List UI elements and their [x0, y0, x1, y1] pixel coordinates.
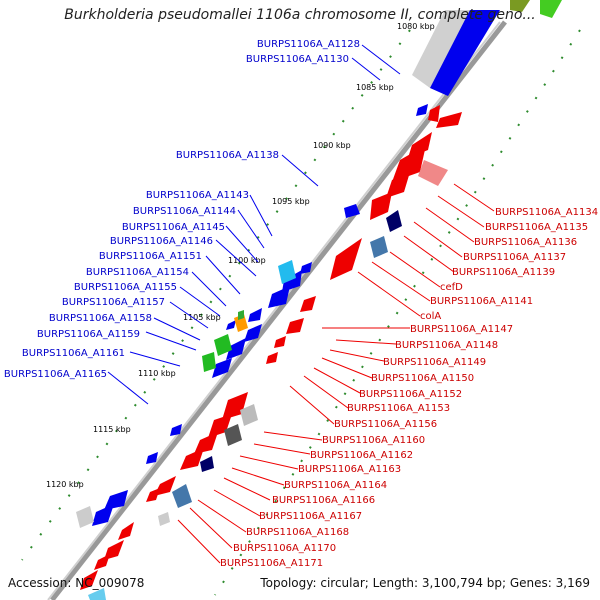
- gene-label[interactable]: BURPS1106A_A1167: [259, 511, 362, 522]
- gene-label[interactable]: BURPS1106A_A1155: [74, 282, 177, 293]
- gene-label[interactable]: BURPS1106A_A1161: [22, 348, 125, 359]
- gene-label[interactable]: BURPS1106A_A1159: [37, 329, 140, 340]
- tick-label: 1095 kbp: [272, 197, 310, 206]
- gene-label[interactable]: BURPS1106A_A1156: [334, 419, 437, 430]
- summary-label: Topology: circular; Length: 3,100,794 bp…: [260, 576, 590, 590]
- tick-label: 1085 kbp: [356, 83, 394, 92]
- gene-label[interactable]: BURPS1106A_A1150: [371, 373, 474, 384]
- olive-feature: [510, 0, 530, 12]
- top-feature-bands: [412, 0, 562, 96]
- gene-label[interactable]: BURPS1106A_A1147: [410, 324, 513, 335]
- green-feature: [214, 334, 232, 356]
- tick-label: 1105 kbp: [183, 313, 221, 322]
- blue-gene-labels: BURPS1106A_A1128 BURPS1106A_A1130 BURPS1…: [4, 39, 360, 380]
- gene-label[interactable]: cefD: [440, 282, 463, 293]
- green-small-feature: [238, 310, 244, 320]
- tick-label: 1080 kbp: [397, 22, 435, 31]
- gene-label[interactable]: BURPS1106A_A1135: [485, 222, 588, 233]
- gene-label[interactable]: BURPS1106A_A1130: [246, 54, 349, 65]
- gene-label[interactable]: BURPS1106A_A1146: [110, 236, 213, 247]
- navy-feature: [386, 210, 402, 232]
- cyan-feature: [278, 260, 296, 284]
- gene-label[interactable]: BURPS1106A_A1158: [49, 313, 152, 324]
- green-feature-2: [202, 352, 216, 372]
- tick-labels: 1080 kbp 1085 kbp 1090 kbp 1095 kbp 1100…: [46, 22, 435, 489]
- gene-label[interactable]: BURPS1106A_A1164: [284, 480, 387, 491]
- map-title: Burkholderia pseudomallei 1106a chromoso…: [64, 7, 536, 23]
- gene-label[interactable]: BURPS1106A_A1162: [310, 450, 413, 461]
- lightgray-feature: [158, 512, 170, 526]
- gene-label[interactable]: BURPS1106A_A1148: [395, 340, 498, 351]
- tick-label: 1115 kbp: [93, 425, 131, 434]
- blue-leader-lines: [107, 44, 401, 405]
- gene-label[interactable]: colA: [420, 311, 441, 322]
- gene-label[interactable]: BURPS1106A_A1152: [359, 389, 462, 400]
- orange-feature: [234, 314, 248, 332]
- gene-label[interactable]: BURPS1106A_A1139: [452, 267, 555, 278]
- accession-label: Accession: NC_009078: [8, 576, 145, 590]
- red-leader-lines: [177, 183, 495, 564]
- gene-label[interactable]: BURPS1106A_A1171: [220, 558, 323, 569]
- gene-label[interactable]: BURPS1106A_A1138: [176, 150, 279, 161]
- gene-label[interactable]: BURPS1106A_A1163: [298, 464, 401, 475]
- gene-label[interactable]: BURPS1106A_A1145: [122, 222, 225, 233]
- green-feature: [540, 0, 562, 18]
- gene-label[interactable]: BURPS1106A_A1151: [99, 251, 202, 262]
- inner-tick-track: [214, 29, 581, 596]
- gene-label[interactable]: BURPS1106A_A1170: [233, 543, 336, 554]
- gene-label[interactable]: BURPS1106A_A1141: [430, 296, 533, 307]
- steelblue-feature-2: [172, 484, 192, 508]
- gene-label[interactable]: BURPS1106A_A1128: [257, 39, 360, 50]
- red-gene-labels: BURPS1106A_A1134 BURPS1106A_A1135 BURPS1…: [220, 207, 598, 569]
- navy-feature-2: [200, 456, 214, 472]
- gene-label[interactable]: BURPS1106A_A1144: [133, 206, 236, 217]
- gene-label[interactable]: BURPS1106A_A1165: [4, 369, 107, 380]
- gene-label[interactable]: BURPS1106A_A1166: [272, 495, 375, 506]
- cyan-feature-2: [88, 588, 106, 600]
- gene-label[interactable]: BURPS1106A_A1157: [62, 297, 165, 308]
- gene-label[interactable]: BURPS1106A_A1137: [463, 252, 566, 263]
- gene-label[interactable]: BURPS1106A_A1168: [246, 527, 349, 538]
- gene-label[interactable]: BURPS1106A_A1134: [495, 207, 598, 218]
- special-features: [76, 210, 402, 600]
- steelblue-feature: [370, 236, 388, 258]
- tick-label: 1090 kbp: [313, 141, 351, 150]
- gene-label[interactable]: BURPS1106A_A1153: [347, 403, 450, 414]
- lightgray-feature-2: [76, 506, 94, 528]
- gene-label[interactable]: BURPS1106A_A1160: [322, 435, 425, 446]
- tick-label: 1120 kbp: [46, 480, 84, 489]
- blue-feature-band: [430, 10, 500, 96]
- darkgray-feature: [224, 424, 242, 446]
- forward-strand-genes: [92, 104, 428, 526]
- gene-label[interactable]: BURPS1106A_A1136: [474, 237, 577, 248]
- gray-feature: [240, 404, 258, 426]
- gene-label[interactable]: BURPS1106A_A1154: [86, 267, 189, 278]
- gene-label[interactable]: BURPS1106A_A1149: [383, 357, 486, 368]
- tick-label: 1100 kbp: [228, 256, 266, 265]
- tick-label: 1110 kbp: [138, 369, 176, 378]
- reverse-strand-genes: [80, 105, 462, 590]
- gene-label[interactable]: BURPS1106A_A1143: [146, 190, 249, 201]
